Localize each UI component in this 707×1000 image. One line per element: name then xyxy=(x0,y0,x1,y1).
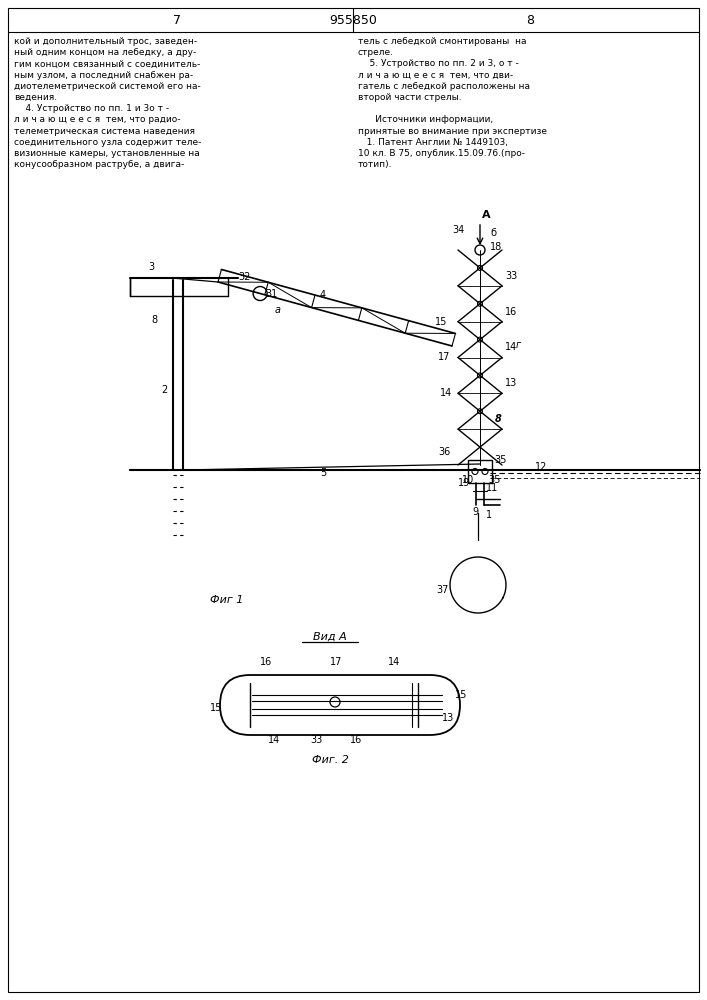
Text: 8: 8 xyxy=(495,414,502,424)
Text: л и ч а ю щ е е с я  тем, что радио-: л и ч а ю щ е е с я тем, что радио- xyxy=(14,115,180,124)
Text: принятые во внимание при экспертизе: принятые во внимание при экспертизе xyxy=(358,127,547,136)
Text: г: г xyxy=(516,340,521,350)
Text: тель с лебедкой смонтированы  на: тель с лебедкой смонтированы на xyxy=(358,37,527,46)
Text: ный одним концом на лебедку, а дру-: ный одним концом на лебедку, а дру- xyxy=(14,48,197,57)
Text: телеметрическая система наведения: телеметрическая система наведения xyxy=(14,127,195,136)
Text: 12: 12 xyxy=(535,462,547,472)
Text: 5. Устройство по пп. 2 и 3, о т -: 5. Устройство по пп. 2 и 3, о т - xyxy=(358,59,519,68)
Text: 1. Патент Англии № 1449103,: 1. Патент Англии № 1449103, xyxy=(358,138,508,147)
Text: 32: 32 xyxy=(238,272,250,282)
Text: 955850: 955850 xyxy=(329,14,377,27)
Text: соединительного узла содержит теле-: соединительного узла содержит теле- xyxy=(14,138,201,147)
Text: 14: 14 xyxy=(440,388,452,398)
Text: 10: 10 xyxy=(462,475,474,485)
Text: конусообразном раструбе, а двига-: конусообразном раструбе, а двига- xyxy=(14,160,185,169)
Text: Источники информации,: Источники информации, xyxy=(358,115,493,124)
Text: 36: 36 xyxy=(438,447,450,457)
Text: 8: 8 xyxy=(526,14,534,27)
Text: ным узлом, а последний снабжен ра-: ным узлом, а последний снабжен ра- xyxy=(14,71,193,80)
Text: 4: 4 xyxy=(320,290,326,300)
Text: 19: 19 xyxy=(458,478,470,488)
Text: a: a xyxy=(275,305,281,315)
Text: 15: 15 xyxy=(210,703,223,713)
Text: 37: 37 xyxy=(436,585,448,595)
Text: 17: 17 xyxy=(438,353,450,362)
Text: б: б xyxy=(490,228,496,238)
Text: 5: 5 xyxy=(320,468,326,478)
Text: A: A xyxy=(482,210,491,220)
Text: 16: 16 xyxy=(350,735,362,745)
Text: тотип).: тотип). xyxy=(358,160,392,169)
Text: кой и дополнительный трос, заведен-: кой и дополнительный трос, заведен- xyxy=(14,37,197,46)
Text: 33: 33 xyxy=(505,271,518,281)
Bar xyxy=(468,460,492,483)
Text: 33: 33 xyxy=(310,735,322,745)
Text: 35: 35 xyxy=(488,475,501,485)
Text: стреле.: стреле. xyxy=(358,48,394,57)
Text: 14: 14 xyxy=(505,342,518,353)
Text: 18: 18 xyxy=(490,242,502,252)
Text: 16: 16 xyxy=(505,307,518,317)
Text: 15: 15 xyxy=(455,690,467,700)
Text: 34: 34 xyxy=(452,225,464,235)
Text: 35: 35 xyxy=(494,455,506,465)
Text: 13: 13 xyxy=(505,378,518,388)
Text: Фиг 1: Фиг 1 xyxy=(210,595,243,605)
Text: Фиг. 2: Фиг. 2 xyxy=(312,755,349,765)
Text: 15: 15 xyxy=(435,317,448,327)
Text: 16: 16 xyxy=(260,657,272,667)
Text: 2: 2 xyxy=(161,385,168,395)
Text: 8: 8 xyxy=(151,315,157,325)
Text: Вид А: Вид А xyxy=(313,632,347,642)
Text: 31: 31 xyxy=(265,289,277,299)
Text: 7: 7 xyxy=(173,14,181,27)
Text: 10 кл. В 75, опублик.15.09.76.(про-: 10 кл. В 75, опублик.15.09.76.(про- xyxy=(358,149,525,158)
Text: ведения.: ведения. xyxy=(14,93,57,102)
Text: 14: 14 xyxy=(388,657,400,667)
Text: 11: 11 xyxy=(486,483,498,493)
Text: 13: 13 xyxy=(442,713,455,723)
Text: 4. Устройство по пп. 1 и 3о т -: 4. Устройство по пп. 1 и 3о т - xyxy=(14,104,169,113)
Text: диотелеметрической системой его на-: диотелеметрической системой его на- xyxy=(14,82,201,91)
Text: 3: 3 xyxy=(148,262,154,272)
Text: 9: 9 xyxy=(472,507,478,517)
Text: гатель с лебедкой расположены на: гатель с лебедкой расположены на xyxy=(358,82,530,91)
Text: второй части стрелы.: второй части стрелы. xyxy=(358,93,462,102)
Text: 1: 1 xyxy=(486,510,492,520)
Text: гим концом связанный с соединитель-: гим концом связанный с соединитель- xyxy=(14,59,200,68)
Text: визионные камеры, установленные на: визионные камеры, установленные на xyxy=(14,149,200,158)
Text: 14: 14 xyxy=(268,735,280,745)
Text: л и ч а ю щ е е с я  тем, что дви-: л и ч а ю щ е е с я тем, что дви- xyxy=(358,71,513,80)
Text: 17: 17 xyxy=(330,657,342,667)
FancyBboxPatch shape xyxy=(220,675,460,735)
